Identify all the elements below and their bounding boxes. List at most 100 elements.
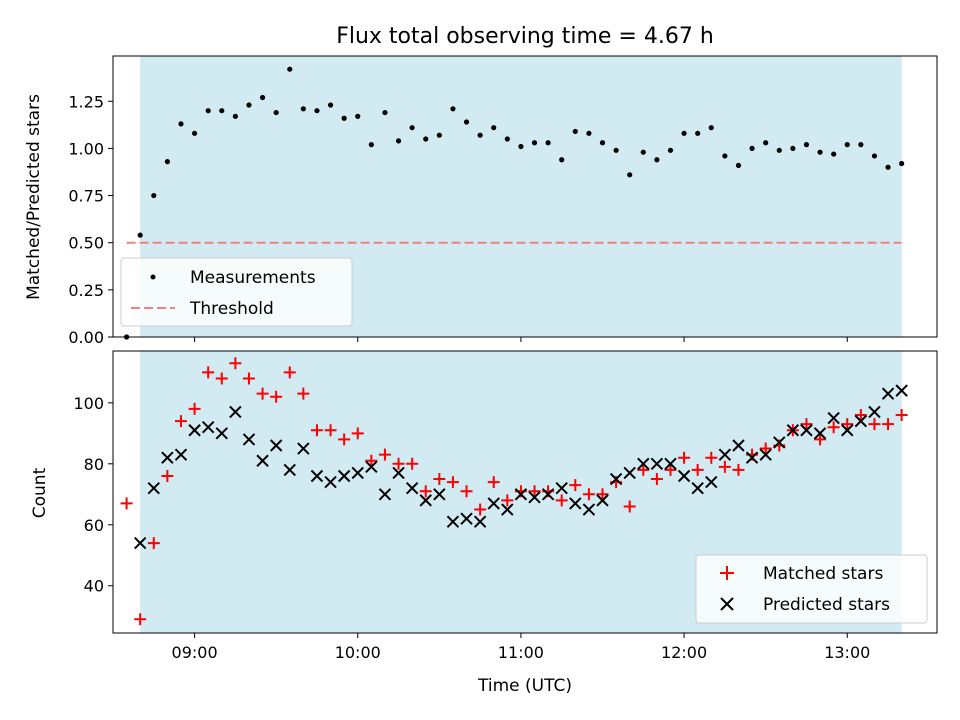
- measurement-point: [300, 106, 306, 112]
- legend-matched-label: Matched stars: [763, 564, 883, 584]
- measurement-point: [355, 113, 361, 119]
- measurement-point: [463, 119, 470, 125]
- measurement-point: [790, 145, 796, 152]
- matched-star-point: [242, 372, 255, 385]
- predicted-star-point: [283, 463, 296, 477]
- matched-star-point: [718, 460, 731, 473]
- x-tick-label: 11:00: [498, 643, 544, 662]
- measurement-point: [749, 145, 755, 152]
- matched-star-point: [814, 433, 827, 446]
- legend-box: [695, 554, 928, 624]
- matched-star-point: [256, 387, 269, 400]
- measurement-point: [654, 157, 660, 163]
- measurement-point: [423, 136, 429, 142]
- measurement-point: [191, 130, 198, 136]
- matched-star-point: [582, 488, 595, 501]
- predicted-star-point: [609, 472, 623, 486]
- measurement-point: [450, 106, 456, 112]
- measurement-point: [232, 113, 238, 119]
- measurement-point: [178, 121, 184, 127]
- legend-matched-marker: [720, 566, 734, 580]
- measurement-point: [640, 149, 646, 155]
- matched-star-point: [406, 457, 419, 470]
- matched-star-point: [215, 372, 228, 385]
- measurement-point: [219, 108, 225, 114]
- matched-star-point: [895, 409, 908, 422]
- matched-star-point: [623, 500, 636, 513]
- matched-star-point: [474, 503, 487, 516]
- predicted-star-point: [759, 448, 772, 461]
- predicted-star-point: [555, 481, 568, 495]
- matched-star-point: [324, 424, 337, 437]
- legend-predicted-marker: [720, 597, 734, 611]
- predicted-star-point: [215, 427, 228, 440]
- matched-star-point: [732, 463, 745, 476]
- measurement-point: [681, 130, 687, 136]
- matched-star-point: [446, 476, 459, 489]
- predicted-star-point: [895, 384, 908, 397]
- measurement-point: [803, 142, 810, 148]
- measurement-point: [763, 140, 769, 146]
- y-tick-label: 1.00: [68, 139, 104, 158]
- predicted-star-point: [419, 494, 432, 507]
- measurement-point: [885, 164, 891, 170]
- chart-title: Flux total observing time = 4.67 h: [336, 24, 714, 49]
- measurement-point: [287, 66, 293, 72]
- matched-star-point: [555, 494, 568, 507]
- measurement-point: [341, 115, 347, 121]
- y-tick-label: 100: [73, 394, 104, 413]
- y-tick-label: 0.25: [68, 281, 104, 300]
- predicted-star-point: [637, 457, 650, 471]
- matched-star-point: [378, 448, 391, 461]
- predicted-star-point: [133, 536, 147, 550]
- matched-star-point: [229, 357, 242, 370]
- predicted-star-point: [569, 497, 582, 510]
- matched-star-point: [650, 473, 663, 486]
- predicted-star-point: [174, 448, 188, 461]
- predicted-star-point: [745, 451, 759, 464]
- panel-count-ylabel: Count: [30, 467, 50, 518]
- panel-count-xlabel: Time (UTC): [477, 676, 572, 696]
- measurement-point: [491, 125, 497, 131]
- matched-star-point: [868, 418, 881, 431]
- measurement-point: [722, 153, 728, 159]
- measurement-point: [409, 125, 415, 131]
- measurement-point: [164, 159, 170, 165]
- predicted-star-point: [242, 433, 256, 446]
- panel-ratio-ylabel: Matched/Predicted stars: [24, 94, 44, 300]
- panel-count-frame: [112, 350, 938, 634]
- matched-star-point: [365, 454, 378, 467]
- measurement-point: [899, 160, 905, 167]
- predicted-star-point: [351, 466, 364, 480]
- measurement-point: [273, 109, 279, 116]
- measurement-point: [695, 130, 701, 136]
- y-tick-label: 40: [84, 577, 104, 596]
- matched-star-point: [120, 497, 133, 510]
- measurement-point: [531, 140, 538, 146]
- predicted-star-point: [501, 503, 514, 516]
- matched-star-point: [854, 409, 867, 422]
- predicted-star-point: [269, 439, 283, 452]
- matched-star-point: [487, 476, 500, 489]
- predicted-star-point: [677, 469, 691, 483]
- predicted-star-point: [691, 481, 704, 495]
- x-tick-label: 12:00: [661, 643, 707, 662]
- measurement-point: [776, 147, 782, 153]
- matched-star-point: [433, 473, 446, 486]
- matched-star-point: [759, 442, 772, 455]
- predicted-star-point: [868, 405, 881, 419]
- panel-ratio-frame: [112, 55, 938, 338]
- predicted-star-point: [582, 503, 596, 516]
- measurement-point: [627, 172, 633, 178]
- measurement-point: [382, 109, 388, 116]
- measurement-point: [205, 108, 211, 114]
- legend-measurements-marker: [150, 274, 156, 280]
- measurement-point: [545, 140, 551, 146]
- measurement-point: [327, 102, 334, 108]
- predicted-star-point: [596, 494, 609, 507]
- matched-star-point: [800, 418, 813, 431]
- measurement-point: [735, 162, 742, 168]
- measurement-point: [518, 143, 524, 150]
- predicted-star-point: [705, 475, 718, 489]
- matched-star-point: [501, 494, 514, 507]
